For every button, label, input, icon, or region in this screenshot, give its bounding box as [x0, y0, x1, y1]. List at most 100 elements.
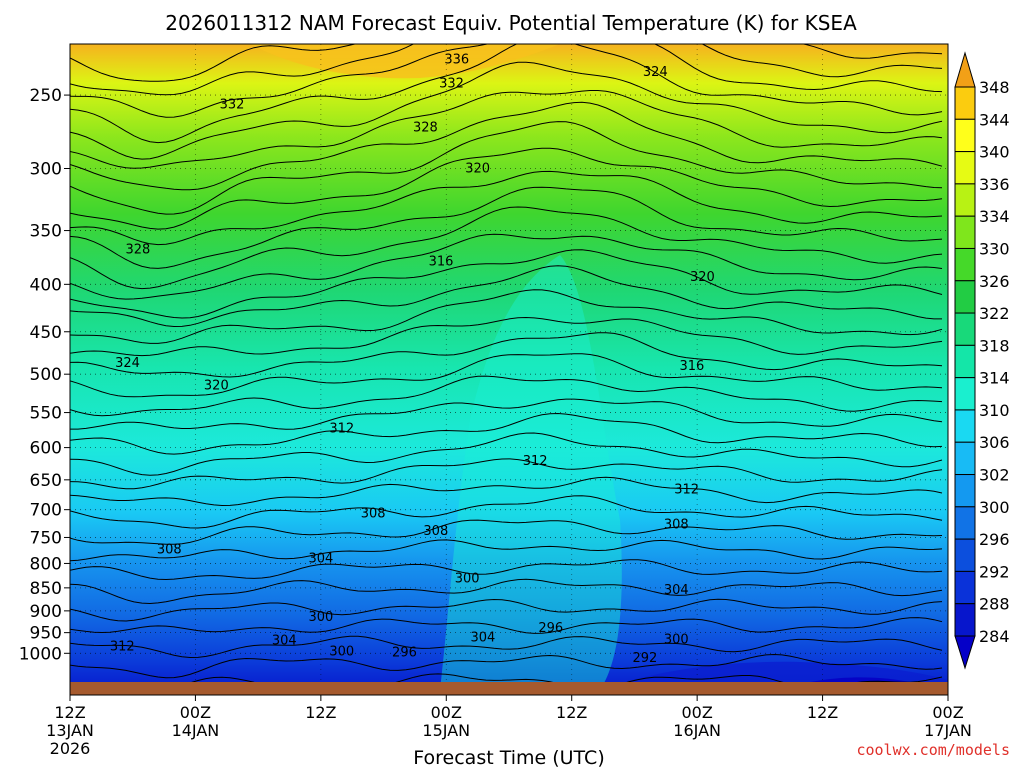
contour-label: 296 — [538, 621, 563, 636]
colorbar-label: 302 — [979, 466, 1010, 485]
colorbar-swatch — [954, 538, 976, 572]
colorbar-swatch — [954, 151, 976, 185]
y-tick-label: 950 — [30, 624, 62, 644]
y-tick-label: 250 — [30, 86, 62, 106]
colorbar-swatch — [954, 377, 976, 411]
colorbar: 348 344 340 336 334 330 326 322 318 314 310 306 302 3… — [954, 51, 1010, 670]
x-tick-date: 14JAN — [172, 721, 220, 740]
contour-label: 336 — [444, 53, 469, 68]
y-tick-label: 450 — [30, 323, 62, 343]
contour-label: 316 — [429, 255, 454, 270]
colorbar-swatch — [954, 118, 976, 153]
contour-line — [70, 353, 943, 398]
contour-label: 308 — [157, 543, 182, 558]
colorbar-label: 284 — [979, 627, 1010, 646]
contour-label: 320 — [204, 378, 229, 393]
colorbar-swatch — [954, 474, 976, 508]
colorbar-swatch — [954, 183, 976, 217]
y-tick-label: 350 — [30, 222, 62, 242]
contour-line — [70, 495, 943, 529]
contour-label: 328 — [413, 121, 438, 136]
colorbar-swatch — [954, 441, 976, 476]
contour-line — [70, 519, 943, 545]
contour-label: 308 — [361, 507, 386, 522]
colorbar-label: 310 — [979, 401, 1010, 420]
colorbar-label: 344 — [979, 110, 1010, 129]
y-tick-label: 650 — [30, 471, 62, 491]
x-tick-label: 00Z — [180, 703, 211, 722]
y-tick-label: 900 — [30, 602, 62, 622]
colorbar-label: 292 — [979, 562, 1010, 581]
contour-line — [70, 332, 943, 378]
contour-label: 304 — [272, 634, 297, 649]
colorbar-swatch — [954, 409, 976, 443]
colorbar-label: 348 — [979, 78, 1010, 97]
colorbar-label: 314 — [979, 369, 1010, 388]
contour-label: 320 — [690, 270, 715, 285]
contour-label: 308 — [664, 517, 689, 532]
contour-labels: 3403363323323283243283203283163203243203… — [110, 44, 715, 666]
contour-line — [70, 375, 943, 417]
contour-lines — [70, 44, 943, 695]
y-tick-label: 400 — [30, 275, 62, 295]
credit-link[interactable]: coolwx.com/models — [856, 741, 1010, 759]
contour-line — [70, 653, 943, 679]
x-tick-year: 2026 — [50, 739, 91, 758]
contour-label: 312 — [110, 639, 135, 654]
contour-label: 312 — [674, 483, 699, 498]
contour-label: 316 — [680, 359, 705, 374]
y-tick-label: 800 — [30, 554, 62, 574]
contour-label: 324 — [643, 65, 668, 80]
y-tick-label: 750 — [30, 528, 62, 548]
contour-line — [70, 539, 943, 562]
plot-area: 3403363323323283243283203283163203243203… — [70, 44, 948, 695]
contour-line — [70, 476, 943, 507]
contour-label: 332 — [439, 77, 464, 92]
contour-line — [70, 578, 943, 605]
grid-lines — [70, 44, 948, 695]
contour-line — [70, 598, 943, 622]
moist-plume — [440, 255, 622, 690]
colorbar-label: 318 — [979, 336, 1010, 355]
colorbar-swatch — [954, 280, 976, 314]
contour-line — [70, 170, 943, 246]
contour-label: 304 — [308, 551, 333, 566]
contour-label: 300 — [308, 610, 333, 625]
x-tick-label: 12Z — [807, 703, 838, 722]
colorbar-swatch — [954, 86, 976, 120]
contour-label: 308 — [423, 524, 448, 539]
y-tick-label: 600 — [30, 439, 62, 459]
colorbar-swatch — [954, 312, 976, 346]
contour-label: 304 — [470, 630, 495, 645]
contour-label: 332 — [220, 98, 245, 113]
x-tick-label: 00Z — [681, 703, 712, 722]
contour-line — [70, 147, 943, 230]
colorbar-arrow-min — [954, 635, 976, 670]
contour-line — [70, 249, 943, 319]
surface-terrain — [70, 682, 948, 695]
colorbar-swatch — [954, 215, 976, 249]
contour-label: 320 — [465, 161, 490, 176]
x-axis-label: Forecast Time (UTC) — [413, 747, 604, 768]
x-tick-label: 12Z — [556, 703, 587, 722]
contour-line — [70, 121, 943, 215]
y-tick-label: 700 — [30, 501, 62, 521]
contour-line — [70, 289, 943, 344]
colorbar-label: 334 — [979, 207, 1010, 226]
colorbar-swatch — [954, 344, 976, 379]
contour-label: 312 — [329, 421, 354, 436]
x-tick-date: 15JAN — [422, 721, 470, 740]
contour-line — [70, 635, 943, 659]
contour-line — [70, 398, 943, 430]
colorbar-swatch — [954, 506, 976, 540]
contour-label: 312 — [523, 454, 548, 469]
x-tick-label: 00Z — [932, 703, 963, 722]
colorbar-label: 330 — [979, 239, 1010, 258]
contour-line — [70, 90, 943, 169]
contour-line — [70, 265, 942, 328]
contour-line — [70, 412, 943, 455]
contour-line — [70, 206, 943, 290]
colorbar-swatch — [954, 570, 976, 605]
